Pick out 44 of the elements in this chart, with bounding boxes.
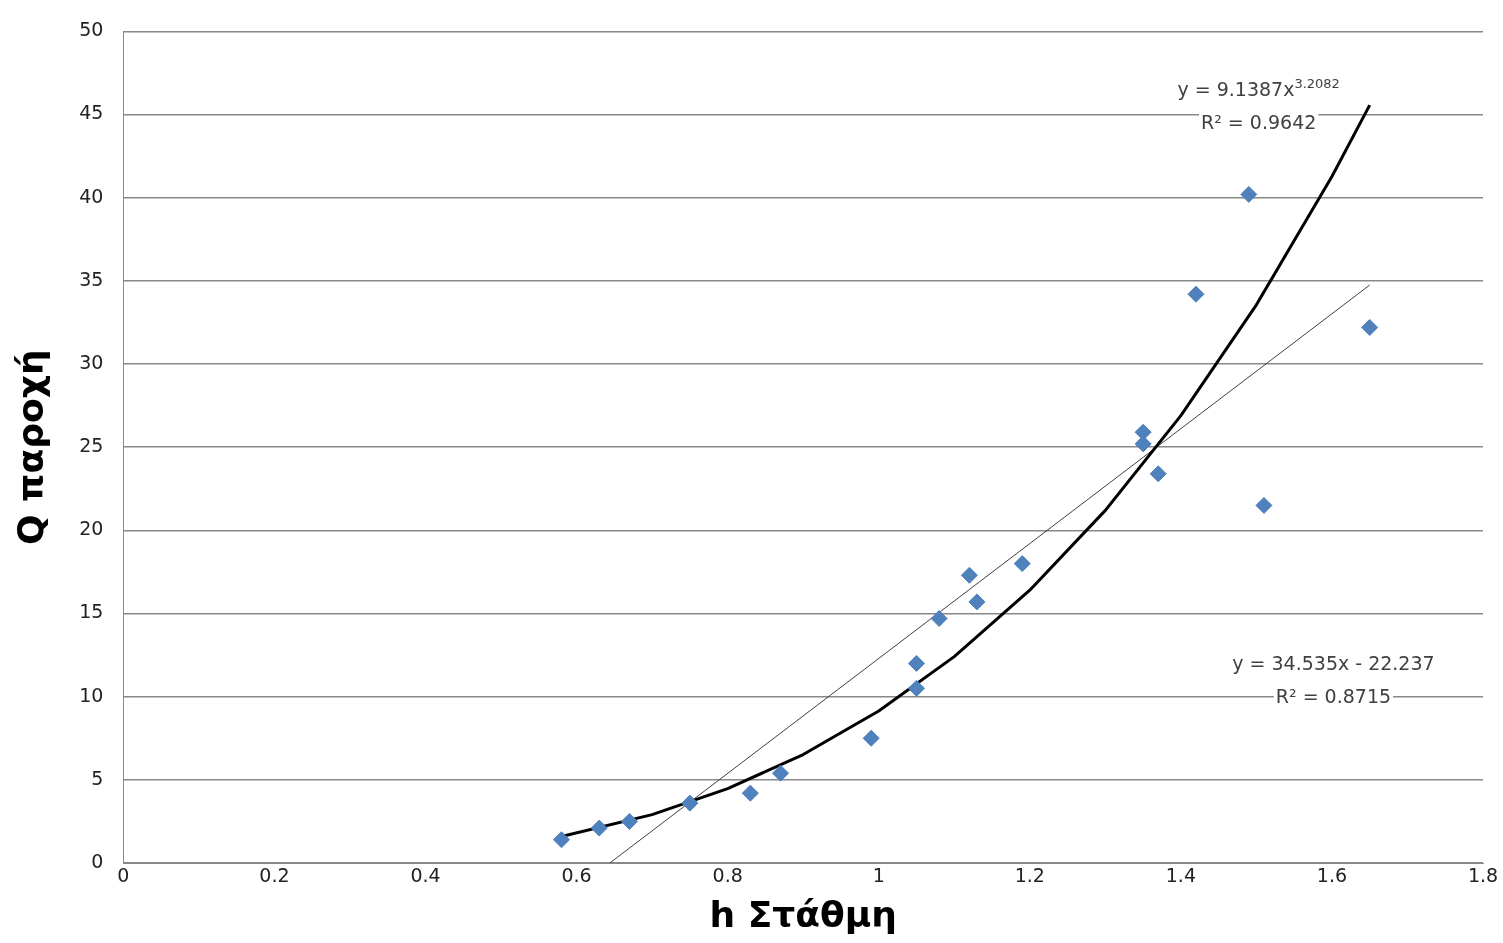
point <box>960 566 978 584</box>
point <box>741 784 759 802</box>
point <box>552 831 570 849</box>
point <box>907 679 925 697</box>
point <box>620 812 638 830</box>
annotation: R² = 0.9642 <box>1201 110 1317 133</box>
x-tick-label: 0.6 <box>561 864 592 887</box>
y-tick-label: 25 <box>79 434 104 457</box>
y-tick-label: 20 <box>79 517 104 540</box>
y-tick-label: 5 <box>91 766 104 789</box>
x-tick-label: 1.6 <box>1316 864 1348 887</box>
point <box>930 610 948 628</box>
point <box>1013 555 1031 573</box>
point <box>1187 285 1205 303</box>
x-tick-label: 1.8 <box>1467 864 1499 887</box>
y-tick-label: 10 <box>79 683 104 706</box>
point <box>681 794 699 812</box>
point <box>1361 318 1379 336</box>
x-tick-label: 1.2 <box>1014 864 1045 887</box>
x-tick-label: 0.8 <box>712 864 743 887</box>
y-tick-label: 30 <box>79 350 104 373</box>
point <box>1255 496 1273 514</box>
point <box>772 764 790 782</box>
annotation: R² = 0.8715 <box>1275 685 1392 708</box>
point <box>907 654 925 672</box>
point <box>968 593 986 611</box>
y-tick-label: 50 <box>79 18 104 41</box>
y-tick-label: 15 <box>79 600 104 623</box>
y-tick-label: 35 <box>79 267 104 290</box>
x-tick-label: 0.2 <box>259 864 290 887</box>
point <box>1149 465 1167 483</box>
point <box>590 819 608 837</box>
x-tick-label: 0 <box>117 864 130 887</box>
y-axis-title: Q παροχή <box>9 349 51 546</box>
point <box>1240 185 1258 203</box>
y-tick-label: 45 <box>79 101 104 124</box>
x-tick-label: 1.4 <box>1165 864 1196 887</box>
x-tick-label: 1 <box>872 864 885 887</box>
annotation: y = 34.535x - 22.237 <box>1232 652 1435 675</box>
x-axis-title: h Στάθμη <box>709 893 897 935</box>
point <box>862 729 880 747</box>
x-tick-label: 0.4 <box>410 864 441 887</box>
y-tick-label: 0 <box>91 849 104 872</box>
y-tick-label: 40 <box>79 184 104 207</box>
